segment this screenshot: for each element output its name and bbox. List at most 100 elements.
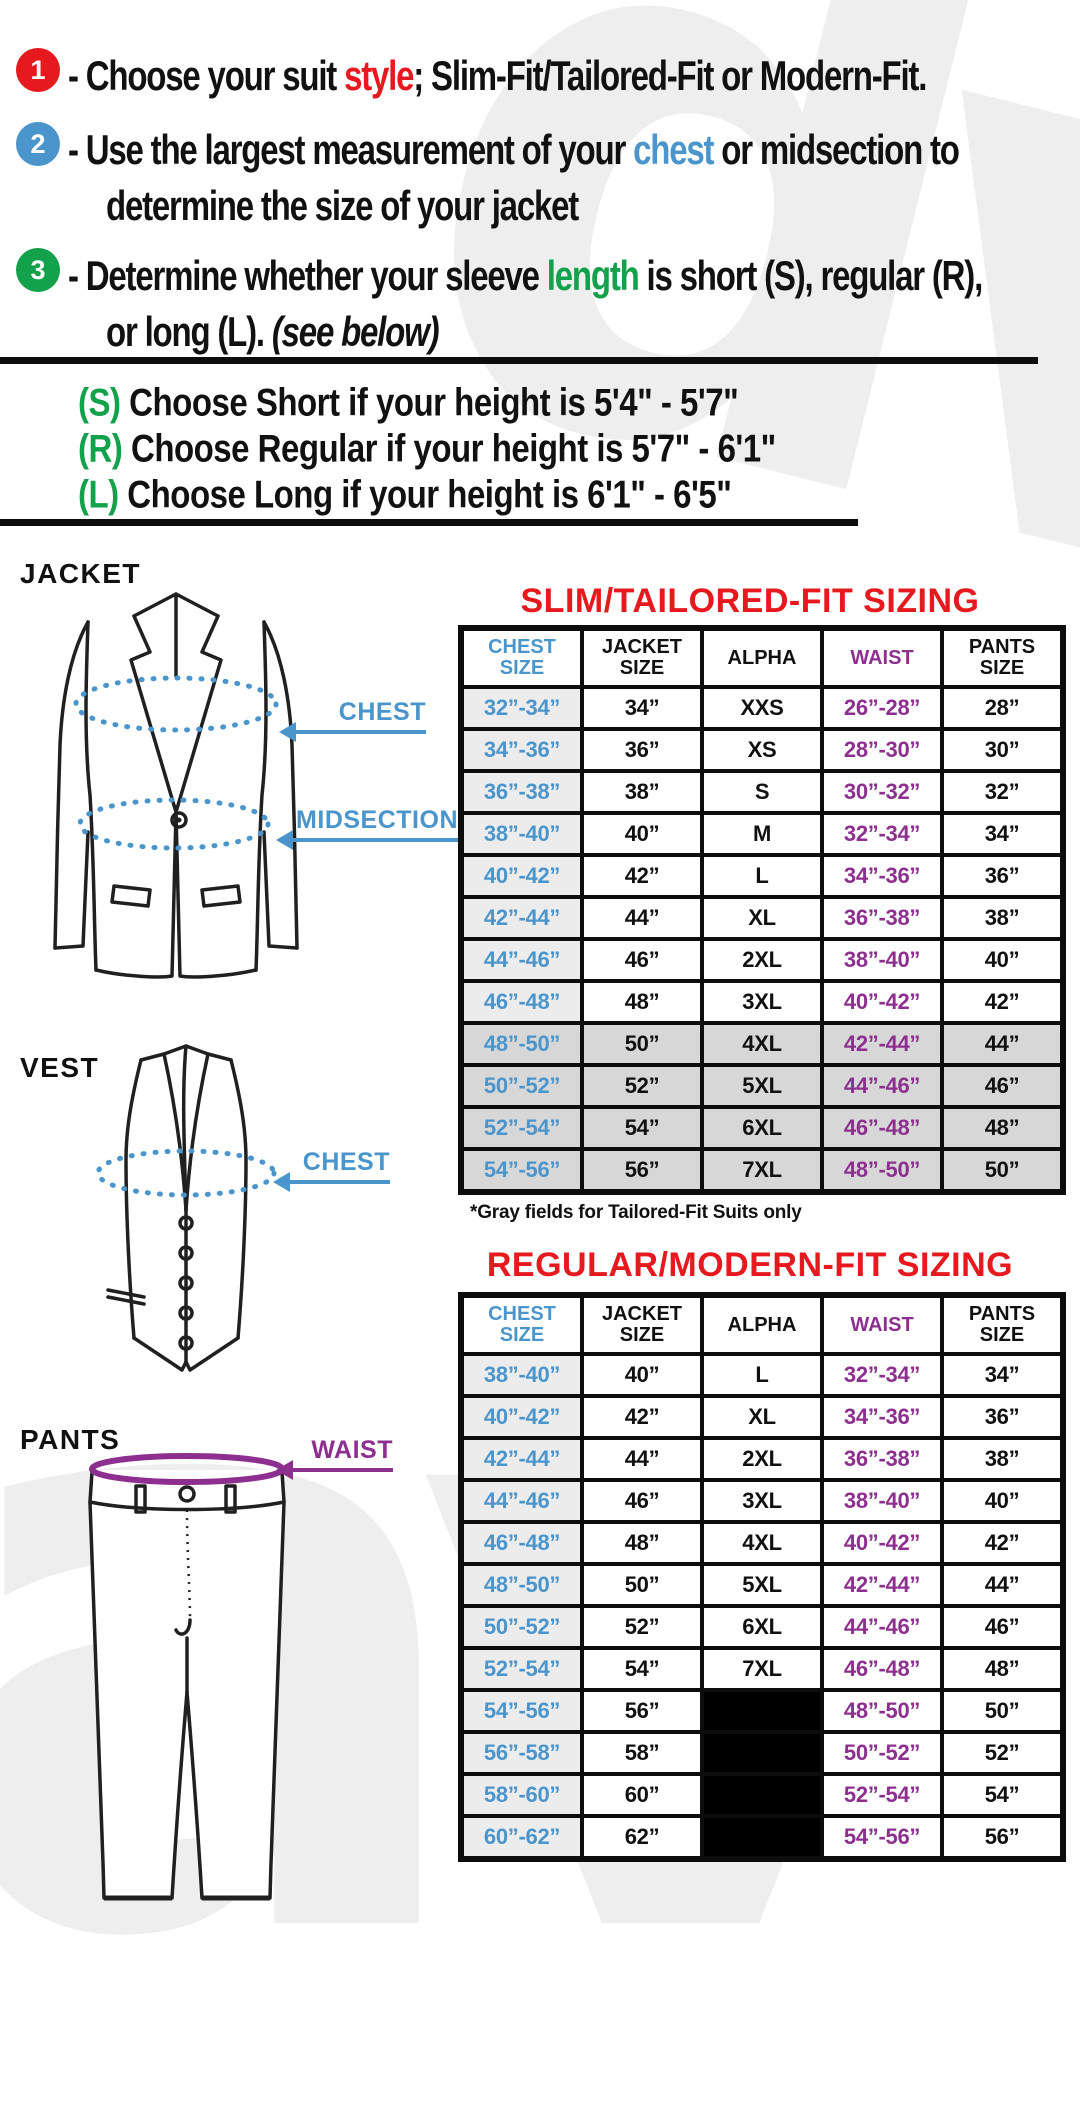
table-cell: 5XL xyxy=(700,1562,824,1608)
table-cell: 4XL xyxy=(700,1520,824,1566)
table-cell: 40” xyxy=(580,811,704,857)
table-cell: XL xyxy=(700,895,824,941)
table-cell: 60”-62” xyxy=(459,1814,584,1861)
pants-right-outer xyxy=(268,1500,286,1900)
table-cell: 60” xyxy=(580,1772,704,1818)
table-cell: 50” xyxy=(580,1562,704,1608)
text-segment: chest xyxy=(633,126,714,173)
pants-right-inseam xyxy=(185,1690,204,1900)
text-segment: (see below) xyxy=(271,308,440,355)
jacket-midsection-measure-label: MIDSECTION xyxy=(276,808,458,850)
table-row: 48”-50” 50” 4XL 42”-44” 44” xyxy=(459,1021,1065,1067)
table-cell: 38” xyxy=(940,895,1065,941)
table-cell: 46” xyxy=(580,937,704,983)
table-cell: 2XL xyxy=(700,937,824,983)
step-3-badge: 3 xyxy=(16,248,60,292)
table-cell: 40”-42” xyxy=(820,979,944,1025)
table-cell: 7XL xyxy=(700,1646,824,1692)
pants-section-label: PANTS xyxy=(20,1424,121,1455)
step-3-text-line-2: or long (L). (see below) xyxy=(106,308,440,356)
table-cell: 46” xyxy=(940,1604,1065,1650)
table-cell: 36” xyxy=(940,853,1065,899)
left-arrow xyxy=(276,1460,393,1480)
table-cell: 3XL xyxy=(700,979,824,1025)
table-cell: 58” xyxy=(580,1730,704,1776)
table-cell: 54”-56” xyxy=(820,1814,944,1861)
pants-button xyxy=(178,1485,196,1503)
table-row: 44”-46” 46” 3XL 38”-40” 40” xyxy=(459,1478,1065,1524)
vest-pocket xyxy=(106,1288,146,1306)
table-row: 40”-42” 42” L 34”-36” 36” xyxy=(459,853,1065,899)
step-2-badge: 2 xyxy=(16,122,60,166)
table-cell: L xyxy=(700,1352,824,1398)
table-cell: 40” xyxy=(580,1352,704,1398)
vest-button xyxy=(178,1275,194,1291)
table-cell: 46”-48” xyxy=(820,1105,944,1151)
jacket-chest-measure-label: CHEST xyxy=(279,700,426,742)
table-cell: 46” xyxy=(580,1478,704,1524)
jacket-left-side xyxy=(84,620,98,972)
pants-left-outer xyxy=(88,1500,106,1900)
vest-button xyxy=(178,1305,194,1321)
table-row: 40”-42” 42” XL 34”-36” 36” xyxy=(459,1394,1065,1440)
column-header: ALPHA xyxy=(700,626,824,689)
text-segment: (R) xyxy=(78,426,123,470)
table-row: 32”-34” 34” XXS 26”-28” 28” xyxy=(459,685,1065,731)
header-row: CHEST SIZE JACKET SIZE ALPHA WAIST PANTS SIZ… xyxy=(459,626,1065,689)
table-cell: 30”-32” xyxy=(820,769,944,815)
waist-label-text: WAIST xyxy=(311,1436,393,1464)
pants-belt-loop xyxy=(224,1484,237,1514)
step-2-text-line-1: - Use the largest measurement of your ch… xyxy=(68,126,960,174)
table-cell: 54” xyxy=(580,1646,704,1692)
jacket-midsection-ellipse xyxy=(77,797,271,851)
jacket-right-lapel xyxy=(174,614,223,814)
gray-fields-note: *Gray fields for Tailored-Fit Suits only xyxy=(470,1202,802,1223)
text-segment: Choose Long if your height is 6'1" - 6'5… xyxy=(118,472,732,516)
table-cell: 56” xyxy=(580,1688,704,1734)
table-cell: 5XL xyxy=(700,1063,824,1109)
pants-belt-loop xyxy=(134,1484,147,1514)
left-arrow xyxy=(279,722,426,742)
column-header: WAIST xyxy=(820,626,944,689)
step-3-text-line-1: - Determine whether your sleeve length i… xyxy=(68,252,984,300)
table-cell: 36”-38” xyxy=(820,1436,944,1482)
table-cell: 42” xyxy=(940,979,1065,1025)
text-segment: determine the size of your jacket xyxy=(106,182,579,229)
table-cell: 36” xyxy=(580,727,704,773)
table-cell: 52” xyxy=(940,1730,1065,1776)
text-segment: is short (S), regular (R), xyxy=(638,252,984,299)
table-row: 46”-48” 48” 3XL 40”-42” 42” xyxy=(459,979,1065,1025)
text-segment: - Choose your suit xyxy=(68,52,345,99)
table-cell: 32”-34” xyxy=(820,811,944,857)
table-cell: XXS xyxy=(700,685,824,731)
table-cell: 34” xyxy=(580,685,704,731)
table-cell: 40”-42” xyxy=(459,1394,584,1440)
table-cell: 50” xyxy=(580,1021,704,1067)
regular-fit-table-title: REGULAR/MODERN-FIT SIZING xyxy=(486,1246,1014,1284)
column-header: PANTS SIZE xyxy=(940,1293,1065,1356)
jacket-chest-ellipse xyxy=(73,675,279,733)
table-cell: 50”-52” xyxy=(459,1063,584,1109)
table-cell xyxy=(700,1688,824,1734)
table-cell: 56”-58” xyxy=(459,1730,584,1776)
jacket-button-hole xyxy=(176,817,182,823)
pants-waistband xyxy=(88,1470,286,1512)
pants-fly-hook xyxy=(174,1618,192,1636)
column-header: CHEST SIZE xyxy=(459,626,584,689)
text-segment: ; Slim-Fit/Tailored-Fit or Modern-Fit. xyxy=(413,52,927,99)
vest-right-hem xyxy=(184,1336,240,1372)
table-cell: 3XL xyxy=(700,1478,824,1524)
slim-fit-table-title: SLIM/TAILORED-FIT SIZING xyxy=(520,582,980,620)
table-cell: S xyxy=(700,769,824,815)
pants-illustration xyxy=(88,1453,286,1901)
table-cell: 26”-28” xyxy=(820,685,944,731)
table-row: 44”-46” 46” 2XL 38”-40” 40” xyxy=(459,937,1065,983)
table-cell: L xyxy=(700,853,824,899)
chest-label-text: CHEST xyxy=(302,1148,390,1176)
table-row: 54”-56” 56” 7XL 48”-50” 50” xyxy=(459,1147,1065,1194)
table-cell: 44”-46” xyxy=(820,1604,944,1650)
table-cell: 30” xyxy=(940,727,1065,773)
table-cell: 46” xyxy=(940,1063,1065,1109)
table-cell: 48”-50” xyxy=(820,1688,944,1734)
table-row: 38”-40” 40” L 32”-34” 34” xyxy=(459,1352,1065,1398)
